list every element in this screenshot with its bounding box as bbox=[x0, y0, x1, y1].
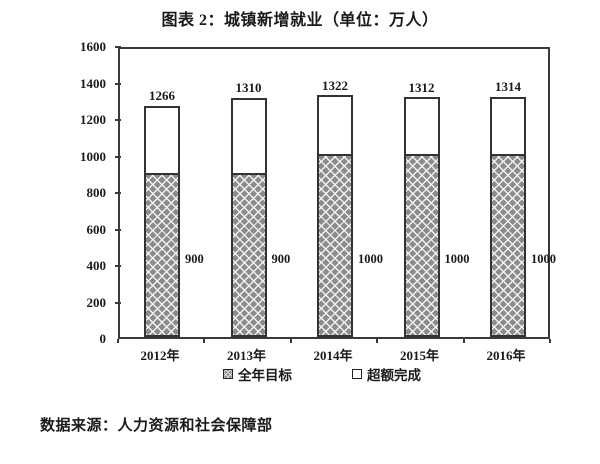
y-axis-label: 0 bbox=[99, 331, 107, 346]
bar-target-label: 1000 bbox=[531, 252, 556, 266]
bar-excess-segment-2015年 bbox=[403, 97, 440, 156]
y-axis-label: 1200 bbox=[80, 112, 106, 127]
x-axis-label: 2013年 bbox=[226, 348, 266, 363]
y-axis-label: 1600 bbox=[80, 39, 106, 54]
y-axis-label: 1400 bbox=[80, 75, 106, 91]
bar-target-segment-2015年 bbox=[403, 154, 440, 337]
y-axis-label: 200 bbox=[86, 294, 107, 310]
source-note: 数据来源：人力资源和社会保障部 bbox=[40, 418, 273, 434]
y-axis-tick bbox=[115, 155, 121, 158]
y-axis-tick bbox=[115, 119, 121, 121]
bar-total-label: 1266 bbox=[149, 88, 175, 103]
legend-label-excess: 超额完成 bbox=[367, 368, 421, 383]
y-axis-tick bbox=[115, 192, 121, 194]
bar-target-label: 900 bbox=[271, 252, 291, 266]
x-axis-label: 2012年 bbox=[140, 348, 180, 363]
x-axis-label: 2014年 bbox=[313, 348, 353, 363]
bar-target-segment-2014年 bbox=[317, 154, 353, 337]
y-axis-tick bbox=[115, 301, 121, 304]
x-axis-tick bbox=[289, 339, 292, 343]
bar-target-label: 1000 bbox=[444, 252, 470, 266]
y-axis-tick bbox=[115, 228, 121, 231]
bar-target-segment-2013年 bbox=[230, 173, 267, 337]
bar-total-label: 1314 bbox=[495, 79, 521, 94]
y-axis-tick bbox=[115, 46, 121, 48]
white-swatch-icon bbox=[352, 369, 362, 379]
bar-total-label: 1312 bbox=[408, 80, 435, 95]
bar-excess-segment-2013年 bbox=[230, 98, 267, 175]
bar-target-label: 1000 bbox=[358, 252, 383, 266]
bar-target-label: 900 bbox=[185, 252, 204, 266]
x-axis-tick bbox=[203, 339, 206, 343]
bar-excess-segment-2014年 bbox=[317, 95, 353, 156]
y-axis-tick bbox=[115, 265, 121, 267]
legend-item-target: 全年目标 bbox=[223, 366, 292, 383]
bar-total-label: 1322 bbox=[322, 78, 348, 93]
y-axis-label: 400 bbox=[86, 258, 107, 273]
y-axis-label: 800 bbox=[86, 185, 107, 200]
x-axis-tick bbox=[462, 339, 465, 343]
bar-excess-segment-2012年 bbox=[144, 106, 180, 175]
bar-target-segment-2016年 bbox=[490, 154, 526, 337]
legend-label-target: 全年目标 bbox=[238, 368, 292, 383]
y-axis-tick bbox=[115, 82, 121, 85]
bar-total-label: 1310 bbox=[235, 80, 262, 95]
x-axis-tick bbox=[117, 339, 119, 343]
y-axis-label: 600 bbox=[86, 221, 107, 237]
bar-excess-segment-2016年 bbox=[490, 97, 526, 156]
plot-area: 1266 900 1310 900 1322 1000 1312 1000 1314 1000 bbox=[118, 47, 556, 339]
x-axis-tick bbox=[376, 339, 379, 343]
x-axis-label: 2015年 bbox=[399, 348, 439, 363]
hatched-swatch-icon bbox=[223, 369, 233, 379]
y-axis-label: 1000 bbox=[80, 148, 106, 164]
x-axis-label: 2016年 bbox=[486, 348, 526, 363]
x-axis-tick bbox=[549, 339, 551, 343]
bar-target-segment-2012年 bbox=[144, 173, 180, 337]
legend-item-excess: 超额完成 bbox=[352, 366, 421, 383]
chart-title: 图表 2：城镇新增就业（单位：万人） bbox=[161, 12, 439, 29]
